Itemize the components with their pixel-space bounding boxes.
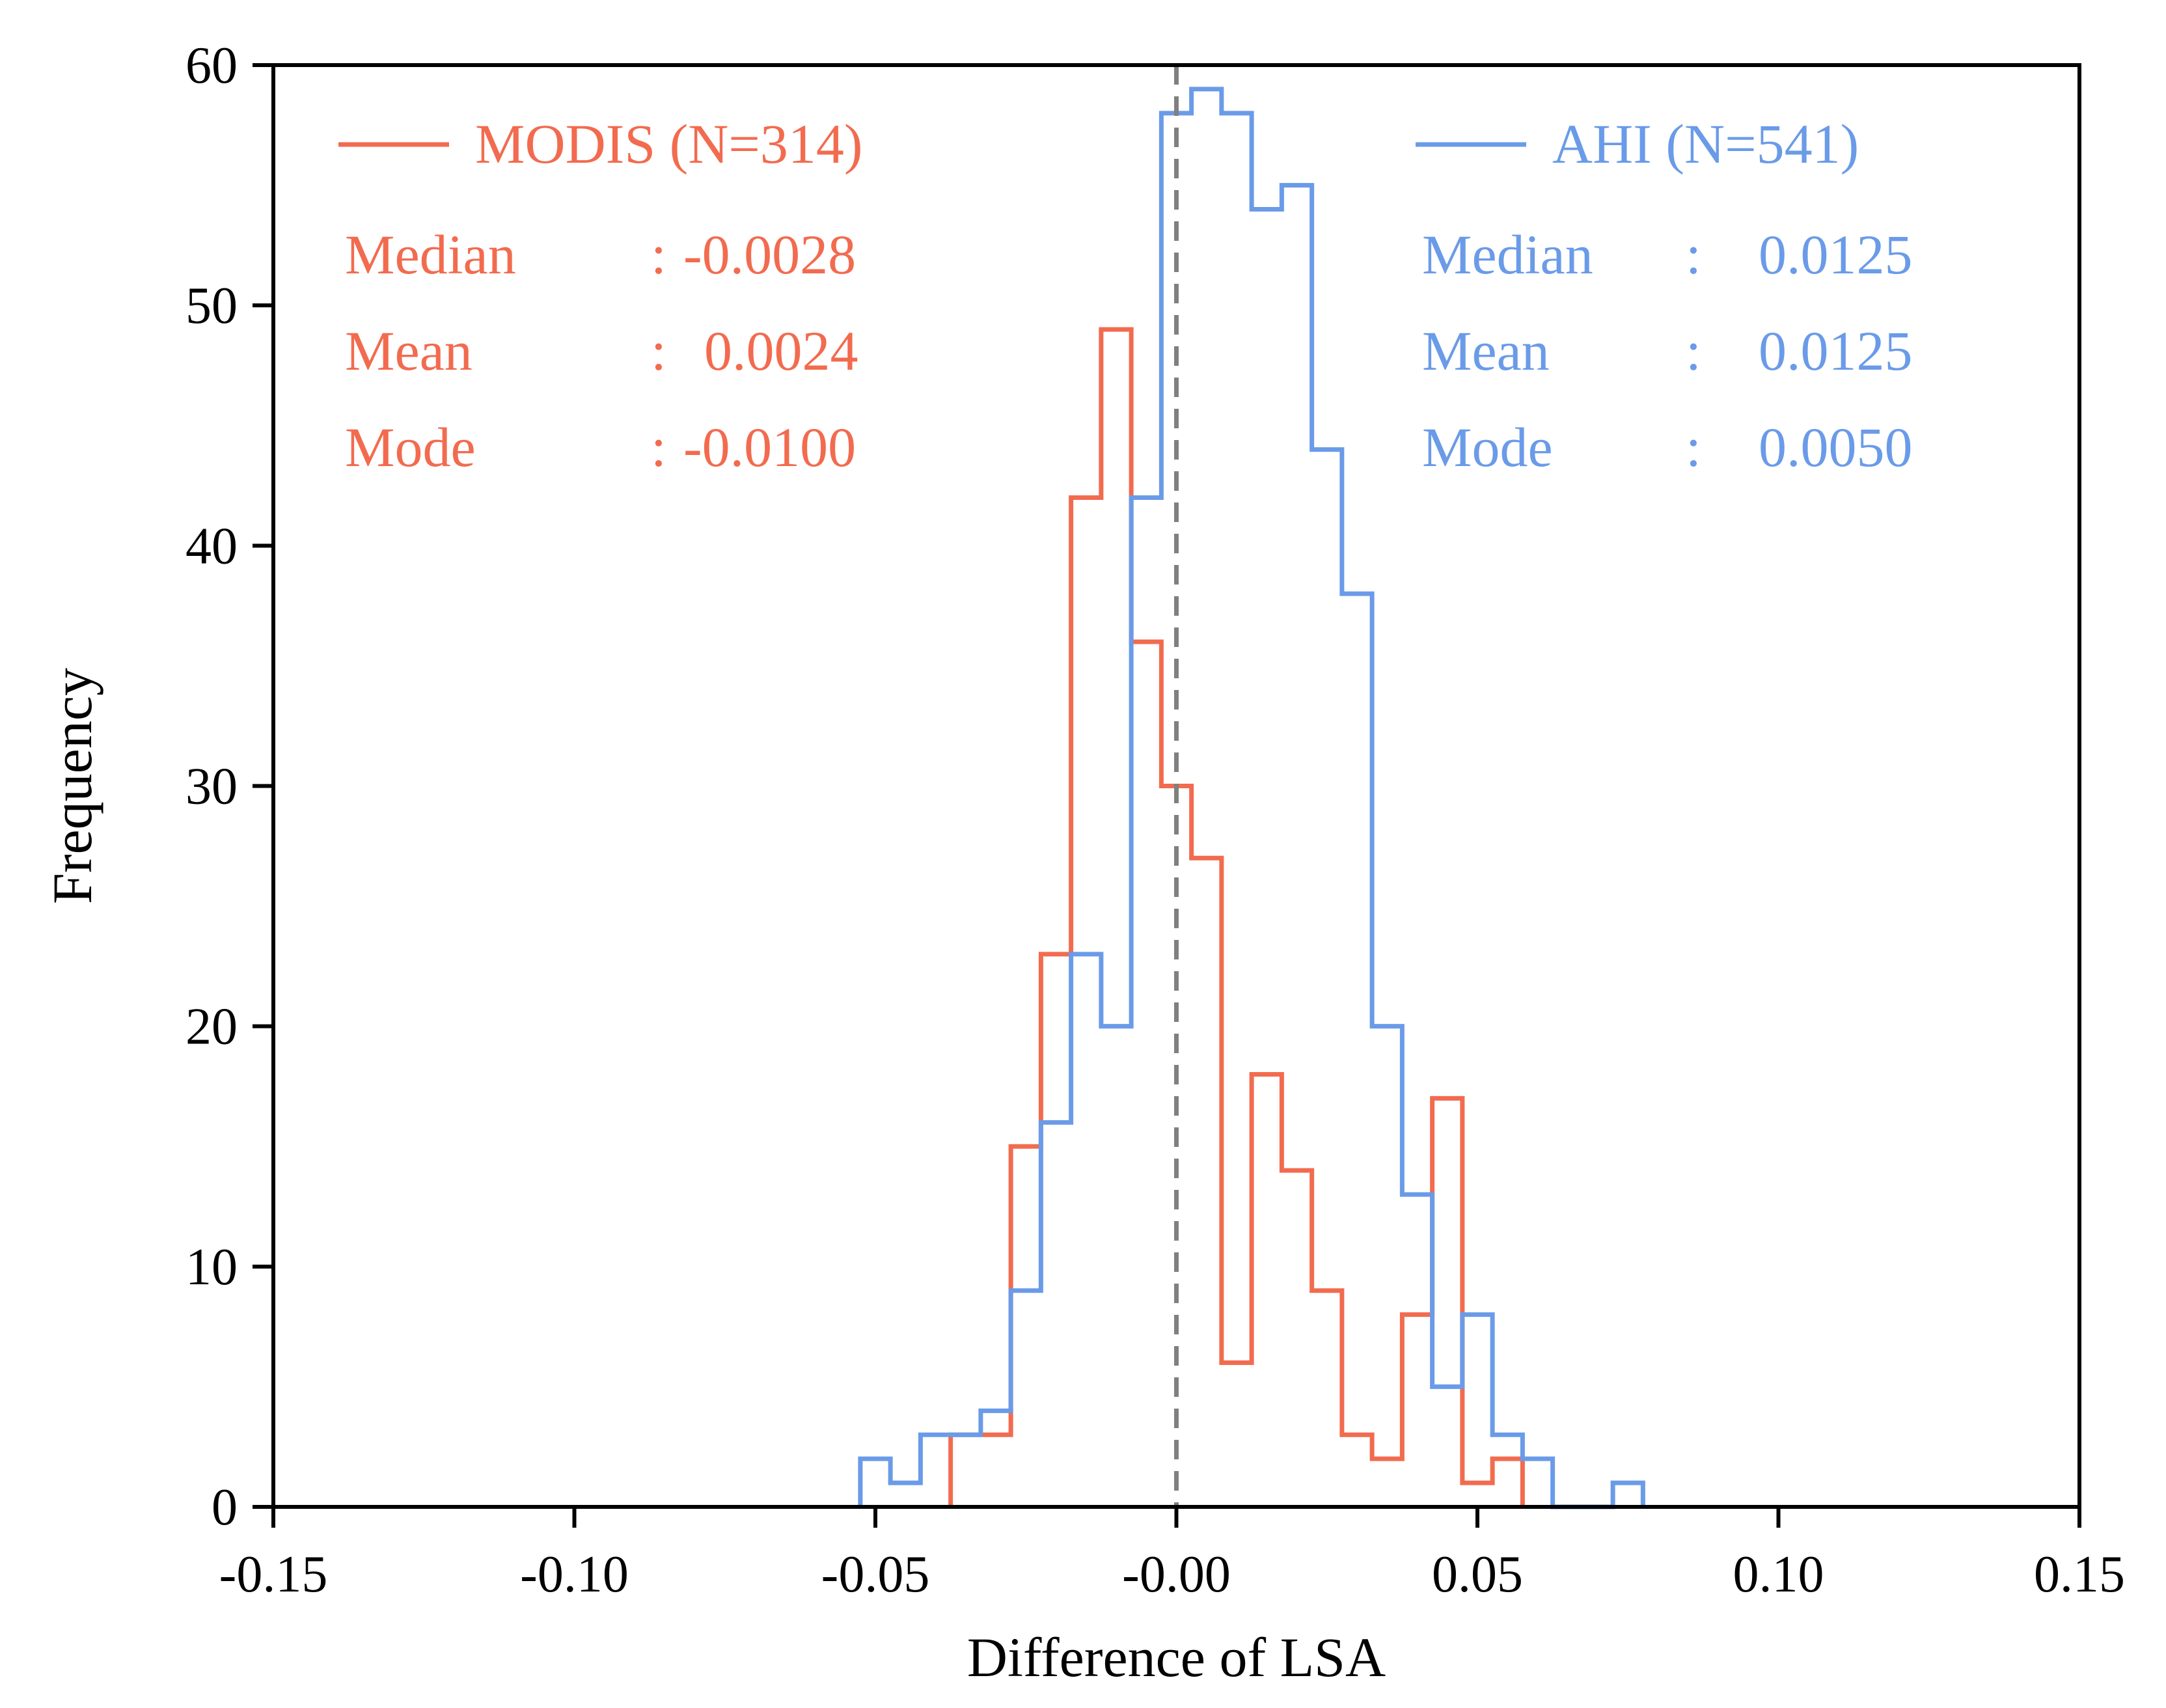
stat-value-modis: -0.0028 bbox=[683, 223, 856, 286]
x-tick-label: 0.05 bbox=[1432, 1546, 1523, 1603]
y-tick-label: 60 bbox=[185, 37, 238, 94]
stat-separator-ahi: : bbox=[1686, 416, 1701, 478]
stat-separator-modis: : bbox=[651, 223, 666, 286]
x-tick-label: -0.05 bbox=[821, 1546, 930, 1603]
legends: MODIS (N=314)Median: -0.0028Mean:0.0024Mo… bbox=[338, 113, 1913, 478]
y-tick-label: 20 bbox=[185, 999, 238, 1056]
stat-label-modis: Median bbox=[345, 223, 516, 286]
x-tick-label: 0.10 bbox=[1733, 1546, 1824, 1603]
stat-label-ahi: Mean bbox=[1422, 320, 1550, 382]
stat-label-ahi: Mode bbox=[1422, 416, 1553, 478]
y-tick-label: 0 bbox=[212, 1479, 238, 1536]
stat-value-ahi: 0.0050 bbox=[1759, 416, 1913, 478]
y-axis: 0 10 20 30 40 50 60 bbox=[185, 37, 273, 1536]
y-axis-label: Frequency bbox=[41, 668, 103, 904]
stat-value-ahi: 0.0125 bbox=[1759, 223, 1913, 286]
x-axis: -0.15 -0.10 -0.05 -0.00 0.05 0.10 0.15 bbox=[219, 1507, 2125, 1603]
x-tick-label: -0.00 bbox=[1122, 1546, 1231, 1603]
stat-separator-modis: : bbox=[651, 416, 666, 478]
y-tick-label: 40 bbox=[185, 517, 238, 575]
legend-label-modis: MODIS (N=314) bbox=[475, 113, 863, 175]
x-tick-label: -0.15 bbox=[219, 1546, 328, 1603]
y-tick-label: 30 bbox=[185, 758, 238, 816]
x-axis-label: Difference of LSA bbox=[967, 1626, 1386, 1688]
series-ahi-histogram bbox=[858, 87, 1645, 1509]
stat-separator-ahi: : bbox=[1686, 320, 1701, 382]
stat-label-modis: Mean bbox=[345, 320, 473, 382]
y-tick-label: 10 bbox=[185, 1239, 238, 1296]
plot-series bbox=[858, 87, 1645, 1509]
x-tick-label: -0.10 bbox=[520, 1546, 629, 1603]
legend-label-ahi: AHI (N=541) bbox=[1552, 113, 1859, 175]
stat-value-modis: 0.0024 bbox=[704, 320, 858, 382]
stat-value-ahi: 0.0125 bbox=[1759, 320, 1913, 382]
stat-separator-modis: : bbox=[651, 320, 666, 382]
x-tick-label: 0.15 bbox=[2034, 1546, 2125, 1603]
stat-label-modis: Mode bbox=[345, 416, 476, 478]
y-tick-label: 50 bbox=[185, 277, 238, 335]
stat-separator-ahi: : bbox=[1686, 223, 1701, 286]
stat-label-ahi: Median bbox=[1422, 223, 1593, 286]
stat-value-modis: -0.0100 bbox=[683, 416, 856, 478]
series-modis-histogram bbox=[948, 327, 1525, 1507]
